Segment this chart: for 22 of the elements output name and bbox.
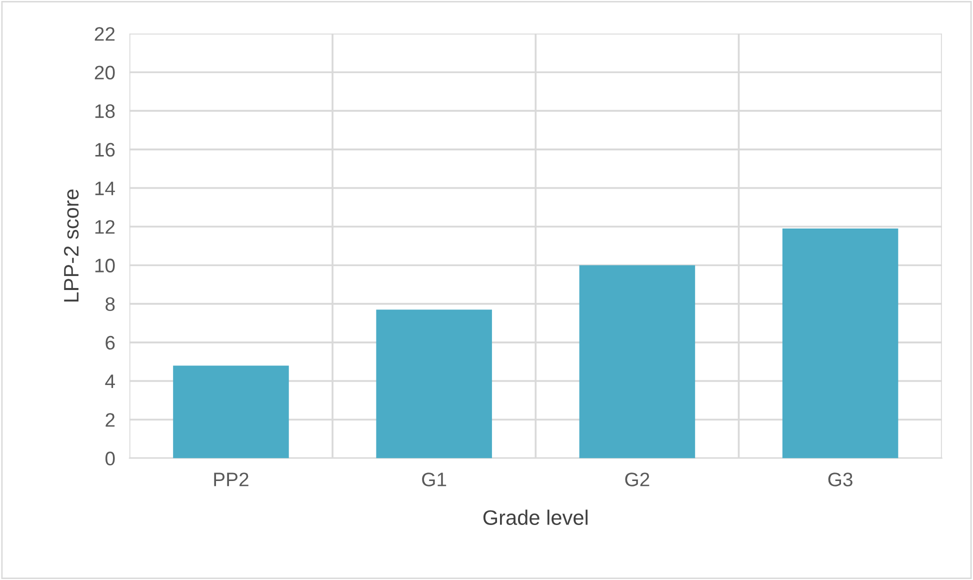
- y-tick-label: 2: [106, 413, 115, 427]
- x-tick-label: G2: [625, 472, 650, 486]
- y-tick-label: 20: [94, 66, 115, 80]
- bar: [376, 310, 492, 458]
- y-axis-title: LPP-2 score: [64, 190, 79, 302]
- y-tick-label: 12: [95, 220, 115, 234]
- x-tick-label: PP2: [214, 472, 248, 486]
- y-tick-label: 22: [94, 27, 115, 41]
- bar: [579, 265, 696, 458]
- y-tick-label: 10: [95, 258, 115, 272]
- x-tick-label: G1: [422, 472, 446, 486]
- y-tick-label: 18: [95, 104, 115, 118]
- y-tick-label: 14: [95, 182, 115, 196]
- y-tick-label: 8: [106, 297, 115, 312]
- y-tick-label: 16: [95, 142, 115, 157]
- x-tick-label: G3: [828, 472, 852, 486]
- y-tick-label: 6: [106, 336, 115, 350]
- x-axis-title: Grade level: [483, 510, 588, 525]
- y-tick-label: 0: [105, 452, 115, 466]
- y-tick-label: 4: [105, 374, 115, 388]
- bar: [782, 228, 898, 458]
- bar: [173, 366, 289, 458]
